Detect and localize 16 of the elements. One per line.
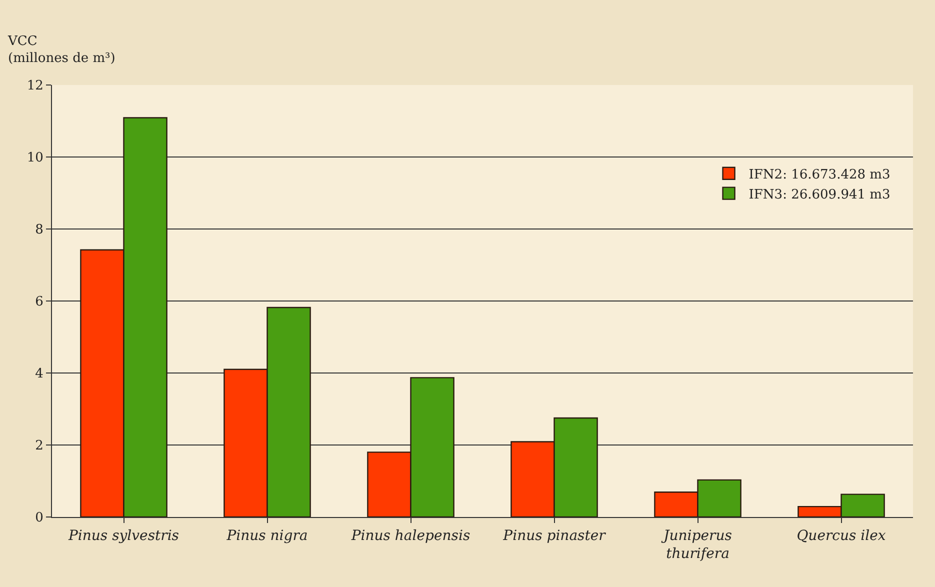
x-tick-label: Pinus sylvestris [68,528,179,544]
legend-label: IFN3: 26.609.941 m3 [748,187,890,202]
legend-label: IFN2: 16.673.428 m3 [748,167,890,182]
y-tick-label: 0 [35,510,44,526]
x-tick-label: Quercus ilex [796,528,886,544]
x-tick-label: Pinus nigra [226,528,308,544]
x-tick-label: Pinus halepensis [350,528,470,544]
y-tick-label: 12 [26,78,44,94]
y-tick-label: 6 [35,294,44,310]
y-tick-label: 2 [35,438,44,454]
y-axis-title: VCC (millones de m³) [7,34,116,66]
y-tick-label: 4 [35,366,44,382]
x-tick-label: Pinus pinaster [502,528,607,544]
x-tick-label: Juniperus thurifera [660,528,732,562]
y-tick-label: 10 [26,150,44,166]
y-tick-label: 8 [35,222,44,238]
